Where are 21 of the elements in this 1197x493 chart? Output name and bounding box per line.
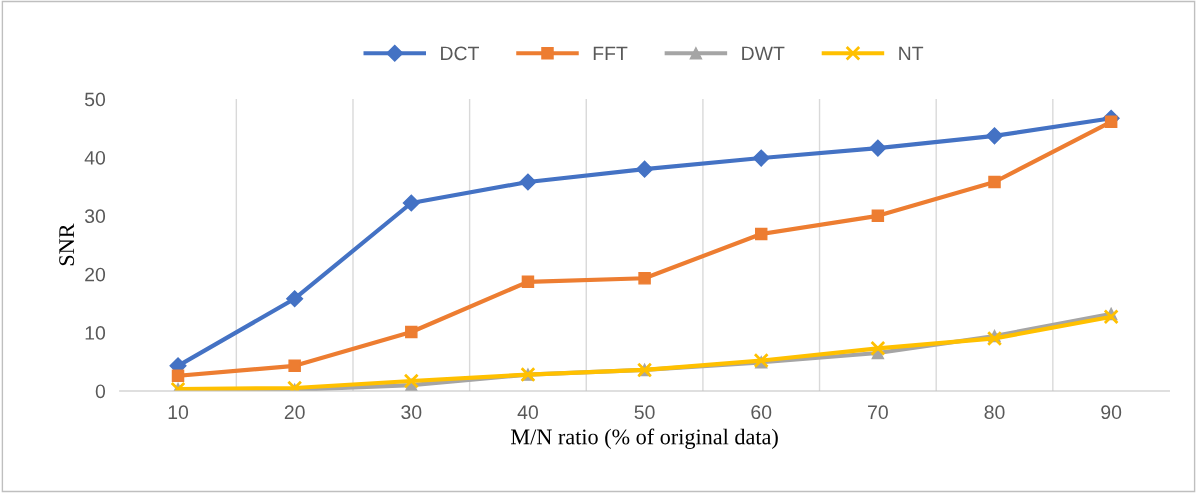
y-tick-label: 40 [84,150,106,165]
x-tick-label: 50 [634,405,655,420]
x-tick-label: 20 [284,405,305,420]
y-axis-title: SNR [59,223,75,266]
y-tick-label: 10 [85,326,106,340]
legend-label: FFT [593,46,628,61]
x-tick-label: 40 [517,405,538,420]
y-tick-label: 30 [84,209,106,224]
legend-label: NT [899,46,924,61]
y-tick-label: 50 [84,92,106,107]
x-tick-label: 80 [984,405,1005,420]
x-tick-label: 60 [751,405,772,420]
legend-label: DWT [742,46,785,61]
x-tick-label: 30 [401,405,422,420]
x-tick-label: 90 [1101,405,1122,420]
y-tick-label: 20 [85,267,106,282]
x-axis-title: M/N ratio (% of original data) [511,428,778,449]
legend-label: DCT [441,46,479,61]
x-tick-label: 10 [168,405,189,420]
y-tick-label: 0 [95,384,106,399]
x-tick-label: 70 [868,405,888,420]
